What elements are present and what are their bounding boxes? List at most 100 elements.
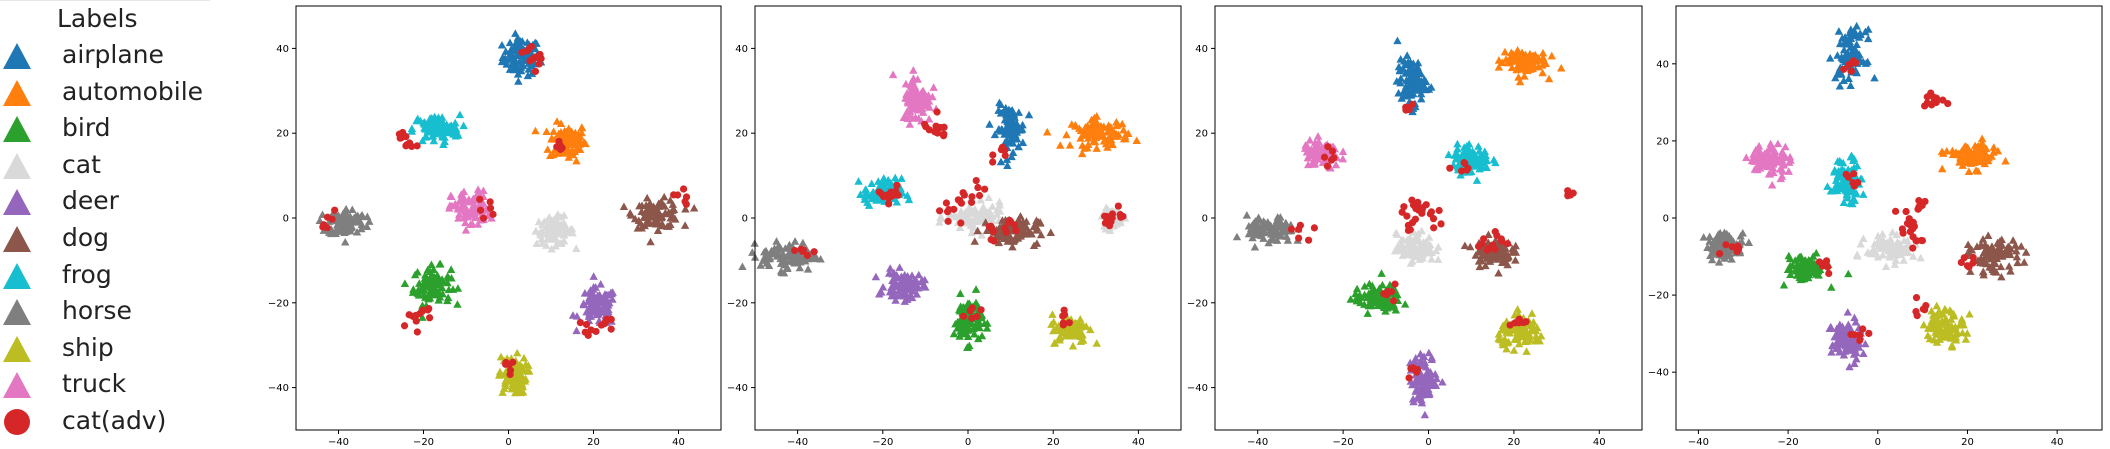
data-point-ship (1079, 322, 1088, 330)
data-point-bird (959, 324, 969, 333)
data-point-cat-adv (413, 328, 421, 336)
x-tick-label: −20 (1778, 437, 1799, 448)
y-tick-label: 20 (735, 129, 748, 140)
data-point-cat (1904, 248, 1913, 256)
data-point-frog (407, 127, 417, 135)
data-point-horse (351, 211, 361, 220)
data-point-automobile (1507, 63, 1517, 72)
data-point-cat-adv (1722, 241, 1730, 249)
data-point-ship (1927, 306, 1936, 315)
data-point-cat (1878, 238, 1887, 246)
data-point-dog (2011, 241, 2020, 249)
data-point-truck (458, 190, 467, 199)
data-point-cat (1403, 241, 1413, 249)
data-point-cat-adv (1939, 96, 1947, 104)
data-point-bird (444, 285, 454, 294)
data-point-airplane (996, 157, 1006, 166)
data-point-cat (1398, 251, 1407, 259)
legend-item: ship (0, 331, 210, 365)
data-point-cat-adv (1922, 301, 1930, 310)
data-point-frog (429, 136, 439, 145)
data-point-cat (547, 216, 556, 224)
data-point-automobile (579, 137, 589, 146)
data-point-bird (1360, 282, 1369, 290)
data-point-automobile (1989, 143, 1998, 151)
data-point-cat-adv (960, 191, 968, 199)
x-tick-label: −20 (413, 437, 434, 448)
data-point-dog (2012, 246, 2021, 255)
data-point-deer (1850, 313, 1859, 322)
data-point-truck (928, 92, 937, 101)
data-point-airplane (501, 54, 510, 62)
data-point-truck (903, 94, 913, 103)
data-point-cat-adv (799, 247, 807, 256)
data-point-ship (511, 373, 520, 381)
data-point-horse (1242, 211, 1252, 219)
data-point-cat (961, 209, 971, 217)
data-point-automobile (1106, 127, 1116, 135)
data-point-automobile (1119, 125, 1128, 134)
data-point-horse (341, 204, 351, 213)
data-point-airplane (1007, 152, 1016, 161)
data-point-truck (1303, 153, 1312, 162)
data-point-cat (967, 228, 976, 237)
data-point-airplane (524, 65, 533, 73)
data-point-cat-adv (1437, 220, 1445, 228)
data-point-ship (1064, 328, 1074, 336)
data-point-dog (1494, 268, 1503, 277)
data-point-airplane (1863, 57, 1872, 66)
data-point-cat-adv (486, 198, 494, 206)
data-point-cat (956, 207, 966, 215)
x-tick-label: 0 (1875, 437, 1881, 448)
data-point-horse (1714, 244, 1724, 252)
data-point-cat-adv (1960, 254, 1968, 262)
data-point-deer (1417, 377, 1427, 385)
data-point-cat-adv (1905, 215, 1913, 223)
data-point-ship (1047, 320, 1056, 328)
data-point-truck (906, 80, 915, 89)
data-point-ship (1522, 347, 1531, 355)
data-point-horse (1257, 220, 1267, 229)
data-point-cat (1408, 251, 1417, 259)
data-point-cat-adv (1899, 229, 1907, 237)
data-point-cat-adv (933, 108, 941, 116)
data-point-dog (659, 192, 669, 201)
data-point-frog (1444, 150, 1453, 159)
data-point-truck (469, 194, 478, 203)
data-point-bird (969, 324, 978, 332)
data-point-cat-adv (1930, 98, 1938, 106)
data-point-cat (995, 197, 1004, 206)
data-point-automobile (1544, 74, 1554, 83)
data-point-cat (1432, 246, 1441, 255)
data-point-bird (982, 324, 992, 332)
data-point-horse (1281, 218, 1290, 227)
data-point-deer (912, 277, 922, 286)
data-point-horse (756, 261, 765, 269)
data-point-horse (1250, 242, 1260, 251)
data-point-horse (770, 244, 779, 252)
data-point-cat-adv (1891, 207, 1900, 215)
data-point-airplane (497, 41, 507, 49)
data-point-truck (487, 214, 496, 222)
data-point-frog (1460, 143, 1469, 151)
data-point-automobile (1043, 127, 1052, 136)
y-tick-label: 40 (1656, 59, 1669, 70)
data-point-truck (902, 107, 912, 115)
data-point-automobile (1515, 77, 1525, 86)
data-point-cat-adv (323, 213, 332, 221)
data-point-cat-adv (1850, 331, 1858, 339)
data-point-cat-adv (1323, 162, 1332, 170)
data-point-airplane (1005, 118, 1015, 127)
data-point-cat-adv (412, 317, 420, 325)
data-point-automobile (1100, 136, 1109, 145)
data-point-airplane (527, 69, 537, 77)
data-point-ship (1494, 334, 1503, 343)
data-point-dog (1978, 235, 1988, 243)
data-point-airplane (1416, 89, 1426, 98)
data-point-horse (1738, 228, 1747, 237)
data-point-cat-adv (581, 328, 589, 336)
data-point-ship (1948, 333, 1957, 342)
data-point-cat-adv (1327, 156, 1336, 164)
data-point-cat-adv (1404, 226, 1413, 235)
data-point-cat (1400, 246, 1409, 255)
